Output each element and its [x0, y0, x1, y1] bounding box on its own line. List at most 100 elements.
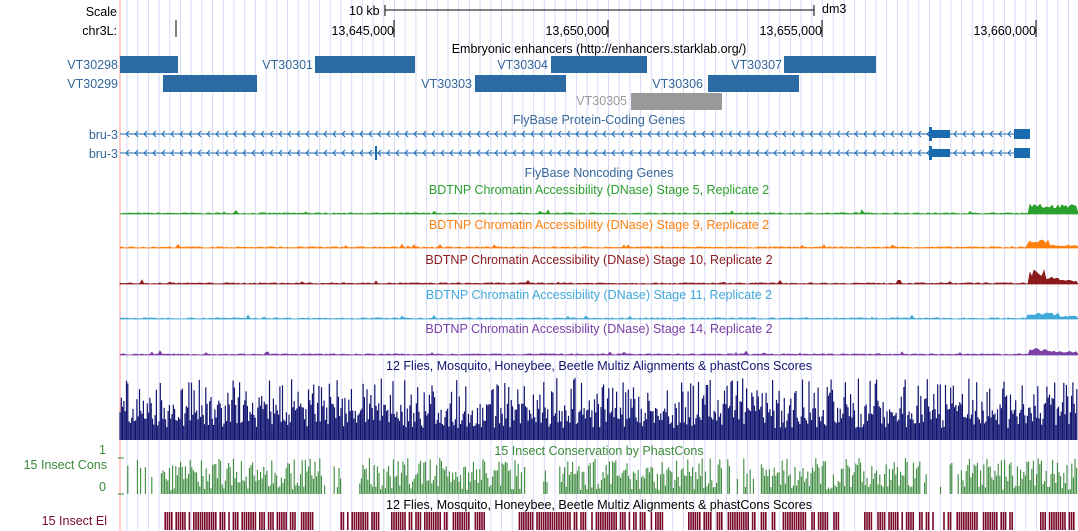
conserved-element — [892, 512, 895, 530]
conserved-element — [248, 512, 250, 530]
conserved-element — [309, 512, 312, 530]
strand-arrow — [548, 149, 553, 157]
conserved-element — [751, 512, 754, 530]
strand-arrow — [872, 149, 877, 157]
track-title-enhancers[interactable]: Embryonic enhancers (http://enhancers.st… — [451, 42, 747, 56]
conserved-element — [1004, 512, 1007, 530]
conserved-element — [558, 512, 560, 530]
conserved-element — [536, 512, 538, 530]
conserved-element — [1053, 512, 1055, 530]
conserved-element — [424, 512, 426, 530]
conserved-element — [267, 512, 270, 530]
strand-arrow — [242, 149, 247, 157]
strand-arrow — [287, 149, 292, 157]
track-title-dnase-stage14[interactable]: BDTNP Chromatin Accessibility (DNase) St… — [425, 322, 773, 336]
conserved-element — [1042, 512, 1044, 530]
strand-arrow — [989, 130, 994, 138]
strand-arrow — [170, 130, 175, 138]
conserved-element — [234, 512, 237, 530]
strand-arrow — [233, 130, 238, 138]
strand-arrow — [125, 149, 130, 157]
enhancer-label[interactable]: VT30299 — [67, 77, 118, 91]
strand-arrow — [629, 149, 634, 157]
conserved-element — [276, 512, 279, 530]
strand-arrow — [395, 149, 400, 157]
strand-arrow — [908, 149, 913, 157]
conserved-element — [553, 512, 556, 530]
enhancer-label[interactable]: VT30301 — [262, 58, 313, 72]
track-title-dnase-stage10[interactable]: BDTNP Chromatin Accessibility (DNase) St… — [425, 253, 773, 267]
conserved-element — [949, 512, 952, 530]
enhancer-label[interactable]: VT30307 — [731, 58, 782, 72]
position-label: 13,645,000 — [331, 24, 394, 38]
strand-arrow — [827, 130, 832, 138]
strand-arrow — [998, 149, 1003, 157]
elements-side-label[interactable]: 15 Insect El — [41, 514, 107, 528]
conserved-element — [635, 512, 637, 530]
enhancer-block — [120, 56, 178, 73]
conservation-side-label[interactable]: 15 Insect Cons — [23, 458, 107, 472]
track-title-dnase-stage5[interactable]: BDTNP Chromatin Accessibility (DNase) St… — [428, 183, 770, 197]
conserved-element — [468, 512, 470, 530]
conserved-element — [1000, 512, 1002, 530]
track-title-multiz[interactable]: 12 Flies, Mosquito, Honeybee, Beetle Mul… — [386, 359, 812, 373]
conserved-element — [729, 512, 732, 530]
enhancer-label[interactable]: VT30305 — [576, 94, 627, 108]
track-title-noncoding[interactable]: FlyBase Noncoding Genes — [524, 166, 674, 180]
strand-arrow — [422, 130, 427, 138]
conserved-element — [835, 512, 837, 530]
strand-arrow — [278, 130, 283, 138]
track-title-dnase-stage9[interactable]: BDTNP Chromatin Accessibility (DNase) St… — [428, 218, 770, 232]
conserved-element — [584, 512, 587, 530]
enhancer-block — [708, 75, 799, 92]
strand-arrow — [440, 149, 445, 157]
conserved-element — [397, 512, 400, 530]
conserved-element — [551, 512, 554, 530]
track-title-protein-coding[interactable]: FlyBase Protein-Coding Genes — [512, 113, 686, 127]
gene-label[interactable]: bru-3 — [88, 128, 118, 142]
track-title-conservation[interactable]: 15 Insect Conservation by PhastCons — [494, 444, 704, 458]
enhancer-label[interactable]: VT30298 — [67, 58, 118, 72]
strand-arrow — [782, 130, 787, 138]
gene-exon-block — [932, 149, 950, 157]
conserved-element — [1073, 512, 1075, 530]
strand-arrow — [125, 130, 130, 138]
conserved-element — [837, 512, 840, 530]
conserved-element — [250, 512, 252, 530]
conserved-element — [958, 512, 961, 530]
conserved-element — [782, 512, 785, 530]
chrom-label: chr3L: — [82, 24, 117, 38]
track-title-elements[interactable]: 12 Flies, Mosquito, Honeybee, Beetle Mul… — [386, 498, 812, 512]
scale-bar-label: 10 kb — [349, 4, 380, 18]
conserved-element — [991, 512, 994, 530]
strand-arrow — [359, 149, 364, 157]
conserved-element — [800, 512, 802, 530]
conserved-element — [754, 512, 756, 530]
conserved-element — [351, 512, 353, 530]
strand-arrow — [611, 149, 616, 157]
enhancer-label[interactable]: VT30303 — [421, 77, 472, 91]
enhancer-label[interactable]: VT30306 — [652, 77, 703, 91]
strand-arrow — [467, 130, 472, 138]
strand-arrow — [971, 149, 976, 157]
conserved-element — [340, 512, 342, 530]
strand-arrow — [1007, 149, 1012, 157]
conserved-element — [527, 512, 529, 530]
conserved-element — [358, 512, 360, 530]
strand-arrow — [638, 149, 643, 157]
strand-arrow — [152, 130, 157, 138]
strand-arrow — [251, 130, 256, 138]
strand-arrow — [458, 130, 463, 138]
strand-arrow — [971, 130, 976, 138]
gene-label[interactable]: bru-3 — [88, 147, 118, 161]
strand-arrow — [575, 130, 580, 138]
conserved-element — [461, 512, 463, 530]
strand-arrow — [602, 149, 607, 157]
conserved-element — [696, 512, 699, 530]
conservation-max-label: 1 — [99, 443, 106, 457]
enhancer-label[interactable]: VT30304 — [497, 58, 548, 72]
conserved-element — [259, 512, 261, 530]
conserved-element — [655, 512, 657, 530]
track-title-dnase-stage11[interactable]: BDTNP Chromatin Accessibility (DNase) St… — [425, 288, 773, 302]
